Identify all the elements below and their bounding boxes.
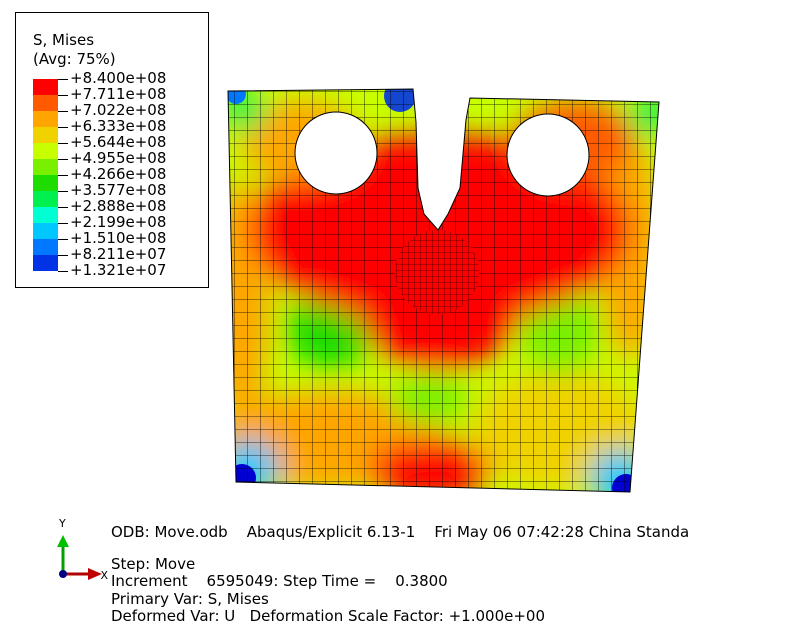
legend-swatch: [33, 239, 58, 255]
legend-tick: [58, 239, 68, 255]
primary-var-info: Primary Var: S, Mises: [111, 589, 269, 608]
legend-tick: [58, 111, 68, 127]
legend-tick: [58, 271, 68, 287]
legend-colorbar: [33, 79, 58, 271]
coordinate-triad: Y X: [57, 517, 108, 582]
viewport-contour-plot[interactable]: [0, 0, 792, 500]
legend-tick: [58, 127, 68, 143]
origin-dot: [59, 570, 67, 578]
increment-info: Increment 6595049: Step Time = 0.3800: [111, 572, 448, 590]
legend-tick: [58, 255, 68, 271]
legend-level-label: +3.577e+08: [70, 181, 167, 199]
left-hole: [294, 111, 378, 195]
legend-ticks: [58, 79, 68, 287]
x-axis-label: X: [100, 569, 108, 582]
legend-panel: S, Mises (Avg: 75%) +8.400e+08 +7.711e+08…: [15, 12, 209, 288]
legend-tick: [58, 159, 68, 175]
right-hole: [506, 113, 590, 197]
legend-swatch: [33, 255, 58, 271]
legend-tick: [58, 175, 68, 191]
legend-level-label: +2.199e+08: [70, 213, 167, 231]
legend-level-label: +1.510e+08: [70, 229, 167, 247]
legend-swatch: [33, 79, 58, 95]
legend-tick: [58, 79, 68, 95]
plate-outline: [227, 88, 660, 493]
y-arrow-head: [57, 535, 69, 547]
legend-level-label: +8.211e+07: [70, 245, 167, 263]
legend-tick: [58, 95, 68, 111]
legend-level-label: +8.400e+08: [70, 69, 167, 87]
legend-level-label: +7.711e+08: [70, 85, 167, 103]
legend-level-label: +2.888e+08: [70, 197, 167, 215]
legend-level-label: +4.266e+08: [70, 165, 167, 183]
legend-swatch: [33, 207, 58, 223]
legend-level-label: +6.333e+08: [70, 117, 167, 135]
legend-labels: +8.400e+08 +7.711e+08 +7.022e+08 +6.333e+08…: [70, 70, 166, 278]
legend-title: S, Mises: [33, 31, 95, 49]
legend-tick: [58, 191, 68, 207]
legend-subtitle: (Avg: 75%): [33, 50, 116, 68]
legend-swatch: [33, 111, 58, 127]
step-info: Step: Move: [111, 554, 196, 573]
legend-swatch: [33, 175, 58, 191]
legend-swatch: [33, 159, 58, 175]
plate-part: [228, 89, 659, 492]
legend-swatch: [33, 143, 58, 159]
legend-swatch: [33, 223, 58, 239]
legend-level-label: +7.022e+08: [70, 101, 167, 119]
legend-tick: [58, 207, 68, 223]
info-block: ODB: Move.odb Abaqus/Explicit 6.13-1 Fri…: [111, 523, 690, 626]
legend-level-label: +5.644e+08: [70, 133, 167, 151]
y-axis-label: Y: [58, 517, 66, 530]
x-arrow-head: [88, 568, 102, 580]
odb-info: ODB: Move.odb Abaqus/Explicit 6.13-1 Fri…: [111, 523, 690, 541]
legend-tick: [58, 223, 68, 239]
legend-level-label: +1.321e+07: [70, 261, 167, 279]
legend-tick: [58, 143, 68, 159]
legend-level-label: +4.955e+08: [70, 149, 167, 167]
legend-swatch: [33, 127, 58, 143]
deformed-var-info: Deformed Var: U Deformation Scale Factor…: [111, 607, 546, 625]
legend-swatch: [33, 191, 58, 207]
legend-swatch: [33, 95, 58, 111]
